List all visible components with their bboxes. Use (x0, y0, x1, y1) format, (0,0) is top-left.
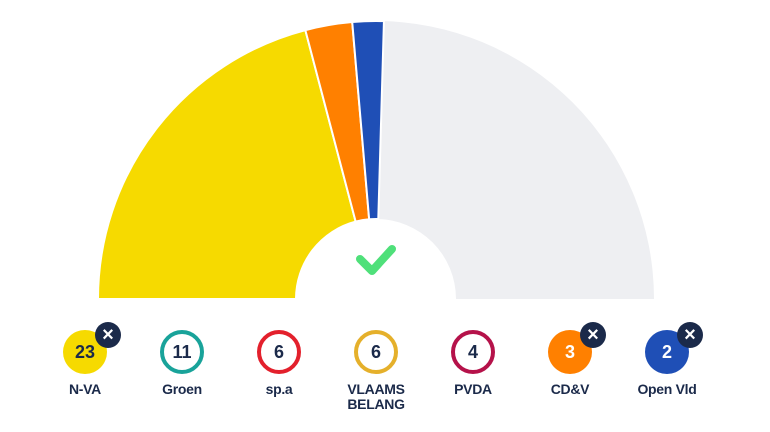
seat-count[interactable]: 11 (160, 330, 204, 374)
seat-number: 6 (370, 341, 381, 362)
seat-number: 23 (74, 341, 96, 362)
seat-arc (351, 20, 385, 221)
seat-number: 6 (273, 341, 284, 362)
seat-number: 2 (661, 341, 672, 362)
seat-count[interactable]: 4 (451, 330, 495, 374)
party-name: VLAAMS BELANG (347, 381, 405, 412)
majority-check (356, 245, 396, 275)
seat-arc (96, 28, 357, 300)
party-list: 23 × N-VA 11 Groen 6 sp.a 6 VLAAMS BELANG 4 PVDA 3 ×… (0, 322, 770, 430)
remove-button[interactable]: × (677, 322, 703, 348)
remove-button[interactable]: × (95, 322, 121, 348)
party-item[interactable]: 23 × N-VA (40, 322, 130, 397)
seat-number: 3 (564, 341, 575, 362)
seat-count[interactable]: 3 × (548, 322, 606, 374)
party-name: PVDA (454, 381, 492, 397)
seat-number: 4 (467, 341, 478, 362)
seat-count[interactable]: 6 (257, 330, 301, 374)
party-item[interactable]: 6 sp.a (234, 330, 324, 397)
party-name: Groen (162, 381, 202, 397)
party-item[interactable]: 6 VLAAMS BELANG (331, 330, 421, 412)
party-item[interactable]: 2 × Open Vld (622, 322, 712, 397)
party-name: sp.a (265, 381, 293, 397)
arcs (96, 20, 385, 300)
seat-count[interactable]: 23 × (63, 322, 121, 374)
remove-button[interactable]: × (580, 322, 606, 348)
seat-chart (96, 20, 654, 300)
seat-count[interactable]: 2 × (645, 322, 703, 374)
seat-count[interactable]: 6 (354, 330, 398, 374)
seat-number: 11 (172, 341, 192, 362)
party-item[interactable]: 11 Groen (137, 330, 227, 397)
party-name: N-VA (69, 381, 101, 397)
party-name: Open Vld (637, 381, 697, 397)
party-name: CD&V (550, 381, 590, 397)
party-item[interactable]: 3 × CD&V (525, 322, 615, 397)
party-item[interactable]: 4 PVDA (428, 330, 518, 397)
